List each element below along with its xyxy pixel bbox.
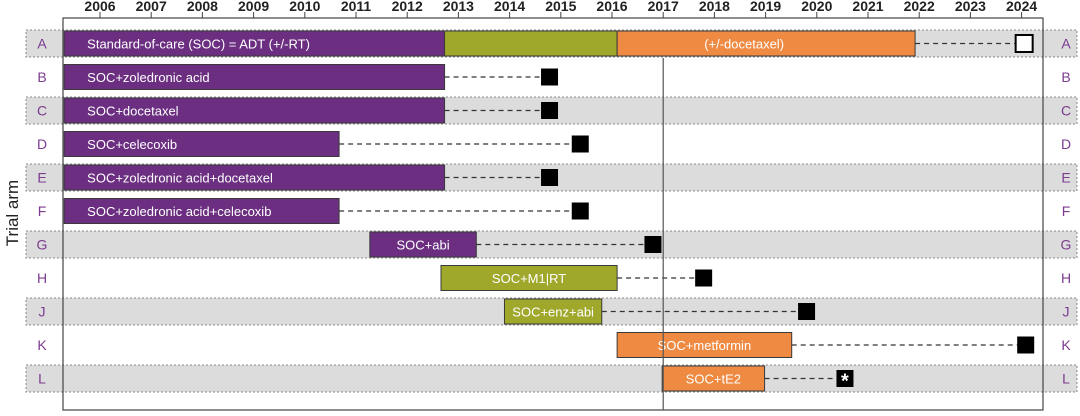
tick-label-2015: 2015 — [545, 0, 576, 14]
row-label-right-g: G — [1061, 237, 1072, 253]
result-markers: * — [541, 34, 1035, 393]
tick-label-2011: 2011 — [341, 0, 372, 14]
bar-e-1 — [63, 164, 446, 191]
bar-d-1 — [63, 131, 340, 157]
tick-label-2024: 2024 — [1006, 0, 1037, 14]
row-label-left-h: H — [37, 270, 47, 286]
x-axis-ticks: 2006 2007 2008 2009 2010 2011 2012 2013 2014 2015… — [84, 0, 1037, 18]
tick-label-2013: 2013 — [443, 0, 474, 14]
marker-a — [1014, 34, 1034, 53]
bar-j-1 — [503, 298, 603, 325]
plot-border — [62, 17, 1044, 411]
row-label-left-b: B — [37, 69, 46, 85]
row-label-right-f: F — [1062, 203, 1071, 219]
tick-label-2017: 2017 — [648, 0, 679, 14]
bar-l-1 — [661, 365, 766, 392]
bar-a-1 — [63, 30, 446, 57]
marker-l — [836, 370, 854, 387]
tick-label-2023: 2023 — [955, 0, 986, 14]
bar-label-g-1: SOC+abi — [397, 238, 450, 253]
row-label-left-f: F — [38, 203, 47, 219]
tick-label-2020: 2020 — [801, 0, 832, 14]
bar-label-c-1: SOC+docetaxel — [87, 104, 179, 119]
tick-label-2007: 2007 — [136, 0, 167, 14]
tick-label-2009: 2009 — [238, 0, 269, 14]
row-label-right-k: K — [1061, 337, 1071, 353]
marker-star-l: * — [841, 371, 849, 393]
row-label-right-e: E — [1061, 170, 1070, 186]
tick-label-2018: 2018 — [699, 0, 730, 14]
row-label-right-h: H — [1061, 270, 1071, 286]
y-axis-label: Trial arm — [3, 180, 22, 246]
row-label-right-a: A — [1061, 36, 1071, 52]
bar-a-3 — [616, 30, 916, 57]
bar-k-1 — [616, 332, 793, 358]
marker-j — [798, 303, 816, 320]
bar-label-e-1: SOC+zoledronic acid+docetaxel — [87, 171, 273, 186]
marker-f — [571, 202, 589, 220]
tick-label-2008: 2008 — [187, 0, 218, 14]
row-label-left-j: J — [39, 304, 46, 320]
marker-d — [571, 135, 589, 153]
marker-h — [695, 269, 713, 287]
row-label-left-d: D — [37, 136, 47, 152]
tick-label-2021: 2021 — [852, 0, 883, 14]
row-label-right-d: D — [1061, 136, 1071, 152]
bar-a-2 — [444, 30, 618, 57]
tick-label-2012: 2012 — [392, 0, 423, 14]
bar-label-a-1: Standard-of-care (SOC) = ADT (+/-RT) — [87, 37, 310, 52]
marker-b — [541, 68, 559, 86]
tick-label-2014: 2014 — [494, 0, 525, 14]
row-label-left-k: K — [37, 337, 47, 353]
marker-e — [541, 169, 559, 186]
bar-label-h-1: SOC+M1|RT — [492, 271, 566, 286]
bar-label-a-3: (+/-docetaxel) — [704, 37, 784, 52]
tick-label-2010: 2010 — [289, 0, 320, 14]
bar-label-d-1: SOC+celecoxib — [87, 137, 177, 152]
tick-label-2016: 2016 — [596, 0, 627, 14]
tick-label-2006: 2006 — [84, 0, 115, 14]
marker-k — [1017, 336, 1035, 354]
row-label-right-b: B — [1061, 69, 1070, 85]
row-band-l — [25, 364, 1078, 393]
row-label-right-c: C — [1061, 103, 1071, 119]
arm-bars: Standard-of-care (SOC) = ADT (+/-RT) (+/-… — [63, 30, 916, 392]
bar-label-b-1: SOC+zoledronic acid — [87, 70, 209, 85]
bar-label-l-1: SOC+tE2 — [686, 372, 741, 387]
bar-f-1 — [63, 198, 340, 224]
row-label-left-c: C — [37, 103, 47, 119]
row-label-left-e: E — [37, 170, 46, 186]
plot-frame — [62, 17, 1044, 411]
row-label-right-l: L — [1062, 371, 1070, 387]
tick-label-2022: 2022 — [904, 0, 935, 14]
follow-up-lines — [339, 42, 1020, 380]
row-label-left-l: L — [38, 371, 46, 387]
bar-label-k-1: SOC+metformin — [658, 338, 752, 353]
bar-b-1 — [63, 64, 446, 90]
bar-label-j-1: SOC+enz+abi — [512, 305, 594, 320]
marker-g — [644, 236, 662, 253]
row-label-left-a: A — [37, 36, 47, 52]
bar-label-f-1: SOC+zoledronic acid+celecoxib — [87, 204, 271, 219]
bar-c-1 — [63, 97, 446, 124]
marker-c — [541, 102, 559, 119]
bar-h-1 — [440, 265, 618, 291]
tick-label-2019: 2019 — [750, 0, 781, 14]
row-label-right-j: J — [1063, 304, 1070, 320]
row-label-left-g: G — [37, 237, 48, 253]
bar-g-1 — [369, 231, 477, 258]
